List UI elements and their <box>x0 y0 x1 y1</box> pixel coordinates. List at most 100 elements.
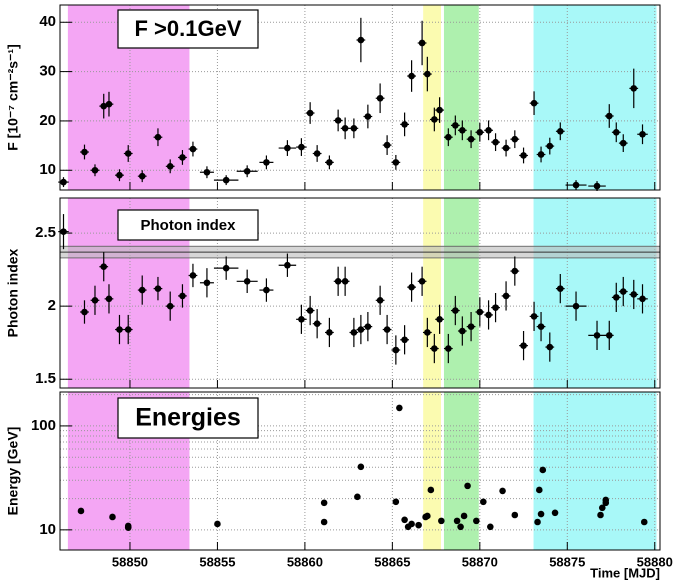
x-tick-label: 58855 <box>199 554 235 569</box>
data-point <box>476 128 484 136</box>
frame <box>59 197 661 389</box>
data-point <box>520 342 527 349</box>
data-point <box>408 72 415 80</box>
x-tick-label: 58860 <box>287 554 323 569</box>
data-point <box>392 498 400 506</box>
data-point <box>572 181 580 189</box>
data-point <box>612 128 620 136</box>
data-point <box>551 509 559 517</box>
x-axis-label: Time [MJD] <box>590 565 660 580</box>
data-point <box>418 39 426 47</box>
data-point <box>222 176 230 184</box>
data-point <box>116 171 123 179</box>
title-box <box>117 397 259 439</box>
data-point <box>313 150 321 157</box>
data-point <box>630 291 638 298</box>
data-point <box>536 486 543 494</box>
data-point <box>341 125 349 132</box>
data-point <box>445 345 452 352</box>
data-point <box>116 326 123 333</box>
data-point <box>243 278 251 285</box>
data-point <box>408 283 415 291</box>
data-point <box>124 524 132 531</box>
data-point <box>392 346 400 354</box>
data-point <box>392 159 400 166</box>
data-point <box>138 172 146 180</box>
data-point <box>556 127 564 135</box>
data-point <box>263 286 270 294</box>
data-point <box>476 308 484 316</box>
frame <box>59 391 661 551</box>
data-point <box>537 510 545 518</box>
time-interval <box>533 198 657 388</box>
data-point <box>306 109 314 117</box>
data-point <box>105 100 113 108</box>
data-point <box>546 142 554 150</box>
data-point <box>81 148 88 156</box>
data-point <box>424 70 431 78</box>
data-point <box>598 504 606 512</box>
data-point <box>473 517 480 525</box>
data-point <box>459 327 466 335</box>
data-point <box>418 278 426 285</box>
data-point <box>179 154 186 161</box>
data-point <box>424 512 431 520</box>
data-point <box>326 159 333 166</box>
data-point <box>453 517 461 525</box>
data-point <box>263 159 270 166</box>
data-point <box>520 152 527 159</box>
data-point <box>485 127 492 134</box>
data-point <box>376 94 384 102</box>
data-point <box>124 150 132 157</box>
data-point <box>284 261 291 269</box>
data-point <box>597 511 604 519</box>
data-point <box>464 482 471 490</box>
y-tick-label: 10 <box>39 161 56 178</box>
y-axis-label: Photon index <box>5 248 21 337</box>
data-point <box>537 323 545 330</box>
data-point <box>467 135 475 143</box>
data-point <box>546 343 554 351</box>
data-point <box>511 511 519 519</box>
data-point <box>431 116 438 123</box>
time-interval <box>533 392 657 550</box>
data-point <box>401 121 408 128</box>
data-point <box>166 302 174 310</box>
data-point <box>502 292 510 300</box>
data-point <box>436 316 443 323</box>
y-axis-label: Energy [GeV] <box>5 427 21 516</box>
data-point <box>341 278 349 285</box>
data-point <box>534 518 541 526</box>
y-tick-label: 10 <box>39 521 56 538</box>
data-point <box>320 499 328 507</box>
data-point <box>630 85 638 92</box>
data-point <box>77 507 85 515</box>
time-interval <box>423 5 441 190</box>
data-point <box>539 466 547 474</box>
data-point <box>109 513 116 521</box>
data-point <box>492 304 499 311</box>
data-point <box>396 404 403 412</box>
y-tick-label: 100 <box>31 417 56 434</box>
data-point <box>364 113 372 120</box>
data-point <box>154 285 162 292</box>
data-point <box>298 143 305 151</box>
data-point <box>431 345 438 352</box>
data-point <box>639 295 646 303</box>
time-interval <box>533 5 657 190</box>
y-tick-label: 2 <box>48 297 56 314</box>
data-point <box>91 297 99 304</box>
time-interval <box>443 5 479 190</box>
data-point <box>357 36 365 44</box>
data-point <box>350 125 358 132</box>
data-point <box>415 521 422 529</box>
data-point <box>408 520 415 528</box>
data-point <box>612 294 620 301</box>
data-point <box>424 329 431 336</box>
data-point <box>480 498 487 506</box>
data-point <box>619 288 627 295</box>
data-point <box>502 144 510 152</box>
data-point <box>243 167 251 175</box>
data-point <box>203 279 211 287</box>
data-point <box>452 307 459 314</box>
